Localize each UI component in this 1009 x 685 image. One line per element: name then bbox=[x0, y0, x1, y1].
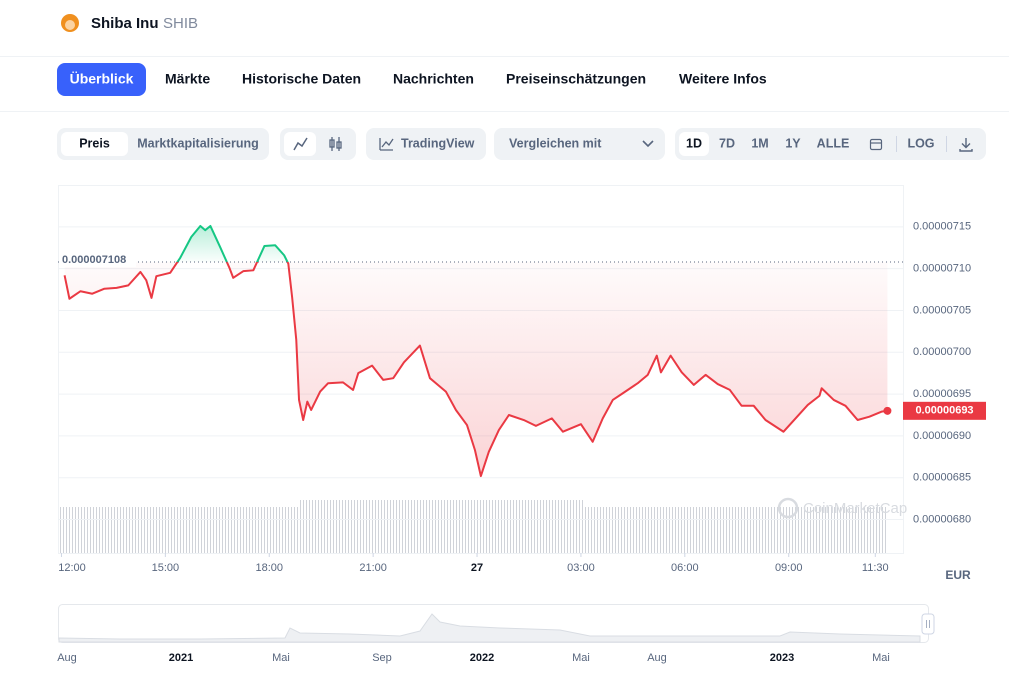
range-button[interactable]: 7D bbox=[719, 136, 735, 150]
navigator-label: 2022 bbox=[470, 652, 494, 664]
tab[interactable]: Weitere Infos bbox=[679, 71, 767, 87]
tab[interactable]: Preiseinschätzungen bbox=[506, 71, 646, 87]
x-tick-label: 12:00 bbox=[58, 562, 86, 574]
navigator-label: Mai bbox=[572, 652, 590, 664]
x-tick-label: 11:30 bbox=[862, 562, 889, 574]
price-chart: CoinMarketCap EUR 0.00000680 0.00000685 0.… bbox=[58, 185, 986, 582]
navigator: Aug 2021 Mai Sep 2022 Mai Aug 2023 Mai bbox=[57, 604, 935, 664]
range-button-active[interactable] bbox=[679, 132, 709, 156]
current-price-label: 0.00000693 bbox=[915, 405, 973, 417]
reference-label: 0.000007108 bbox=[62, 254, 126, 266]
y-tick-label: 0.00000715 bbox=[913, 221, 971, 233]
area-down bbox=[64, 261, 888, 477]
compare-label[interactable]: Vergleichen mit bbox=[509, 136, 602, 150]
y-tick-label: 0.00000705 bbox=[913, 304, 971, 316]
y-tick-label: 0.00000700 bbox=[913, 346, 971, 358]
navigator-handle[interactable] bbox=[921, 613, 935, 635]
x-tick-label: 21:00 bbox=[359, 562, 387, 574]
mode-button[interactable]: Marktkapitalisierung bbox=[137, 136, 259, 150]
navigator-label: 2023 bbox=[770, 652, 794, 664]
candle-icon[interactable] bbox=[329, 137, 342, 151]
navigator-label: Aug bbox=[647, 652, 667, 664]
range-button[interactable]: ALLE bbox=[817, 136, 850, 150]
volume-bars bbox=[58, 507, 888, 553]
tab[interactable]: Überblick bbox=[70, 71, 134, 87]
price-line-down bbox=[63, 261, 888, 478]
y-tick-label: 0.00000685 bbox=[913, 472, 971, 484]
coin-symbol: SHIB bbox=[163, 15, 198, 32]
range-group bbox=[675, 128, 986, 160]
tab-bar: Überblick Märkte Historische Daten Nachr… bbox=[0, 63, 1009, 112]
tradingview-button[interactable] bbox=[366, 128, 486, 160]
plot-frame bbox=[58, 185, 904, 554]
price-line-up bbox=[176, 224, 289, 262]
volume-bars bbox=[300, 500, 585, 507]
tab[interactable]: Märkte bbox=[165, 71, 210, 87]
navigator-label: Mai bbox=[272, 652, 290, 664]
download-icon[interactable] bbox=[959, 138, 973, 152]
reference-label-bg bbox=[60, 252, 136, 267]
tab-active[interactable] bbox=[57, 63, 146, 96]
navigator-label: Aug bbox=[57, 652, 77, 664]
y-tick-label: 0.00000710 bbox=[913, 263, 971, 275]
y-tick-label: 0.00000690 bbox=[913, 430, 971, 442]
log-button[interactable]: LOG bbox=[907, 136, 934, 150]
toolbar: Preis Marktkapitalisierung TradingView V… bbox=[57, 128, 986, 160]
tab[interactable]: Historische Daten bbox=[242, 71, 361, 87]
range-button[interactable]: 1D bbox=[686, 136, 702, 150]
x-tick-label: 15:00 bbox=[152, 562, 180, 574]
range-button[interactable]: 1M bbox=[751, 136, 768, 150]
x-tick-label: 27 bbox=[471, 562, 483, 574]
watermark-logo bbox=[777, 497, 799, 519]
navigator-area bbox=[58, 613, 921, 643]
navigator-label: Sep bbox=[372, 652, 392, 664]
coin-name: Shiba Inu bbox=[91, 15, 159, 32]
tab[interactable]: Nachrichten bbox=[393, 71, 474, 87]
navigator-label: 2021 bbox=[169, 652, 193, 664]
navigator-label: Mai bbox=[872, 652, 890, 664]
mode-button[interactable]: Preis bbox=[79, 136, 110, 150]
tradingview-label[interactable]: TradingView bbox=[401, 136, 475, 150]
currency-label: EUR bbox=[945, 568, 971, 582]
mode-button-active[interactable] bbox=[61, 132, 128, 156]
x-tick-label: 18:00 bbox=[255, 562, 283, 574]
area-up bbox=[64, 225, 888, 262]
y-tick-label: 0.00000680 bbox=[913, 513, 971, 525]
line-icon bbox=[293, 137, 308, 151]
current-price-box bbox=[903, 401, 986, 420]
range-button[interactable]: 1Y bbox=[785, 136, 801, 150]
x-tick-label: 06:00 bbox=[671, 562, 699, 574]
x-tick-label: 09:00 bbox=[775, 562, 803, 574]
x-tick-label: 03:00 bbox=[567, 562, 595, 574]
compare-dropdown[interactable] bbox=[494, 128, 665, 160]
last-point bbox=[883, 406, 892, 415]
watermark: CoinMarketCap bbox=[803, 500, 907, 517]
header: Shiba Inu SHIB bbox=[0, 14, 1009, 57]
y-tick-label: 0.00000695 bbox=[913, 388, 971, 400]
calendar-icon[interactable] bbox=[869, 138, 883, 151]
